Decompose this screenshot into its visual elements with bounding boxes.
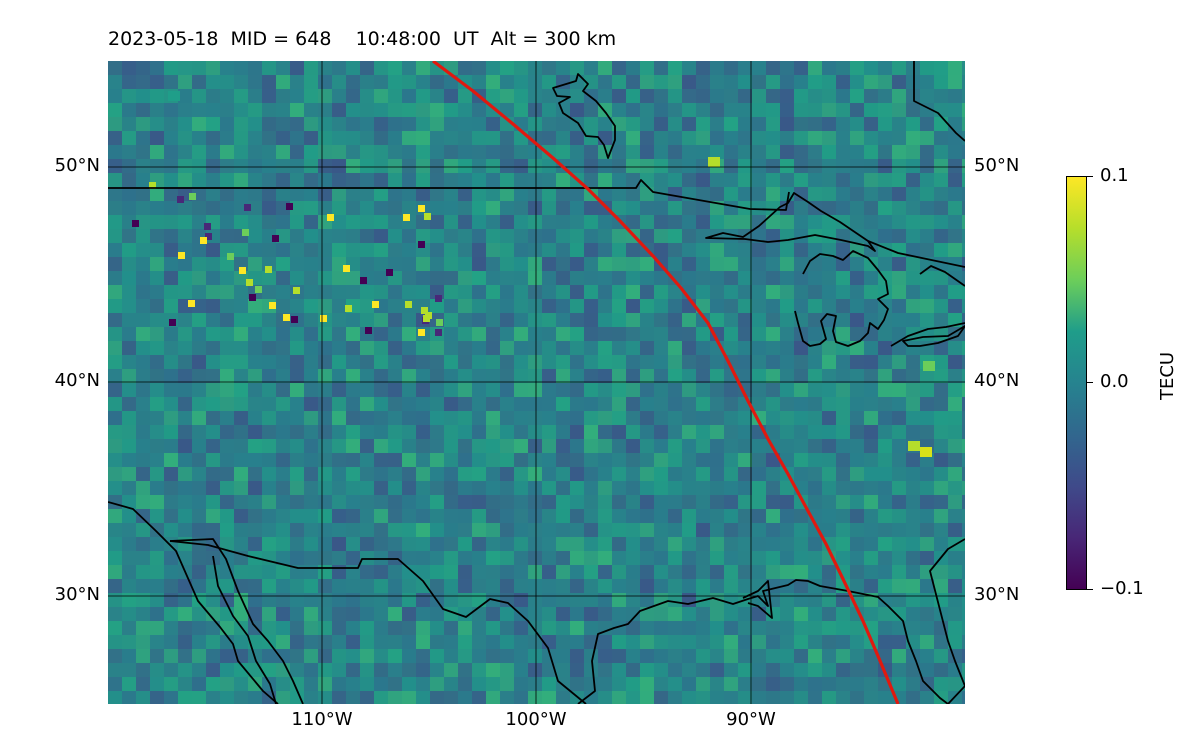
title-mid: MID = 648 <box>230 28 332 50</box>
colorbar-tick-mark-top <box>1087 176 1093 177</box>
lat-label-left-50: 50°N <box>54 155 100 176</box>
tec-map <box>108 61 965 704</box>
colorbar-tick-mark-mid <box>1087 382 1093 383</box>
lat-label-left-30: 30°N <box>54 584 100 605</box>
lake-winnipeg <box>552 73 616 159</box>
lat-label-left-40: 40°N <box>54 370 100 391</box>
lon-label-110w: 110°W <box>291 709 353 730</box>
title-time: 10:48:00 UT <box>355 28 479 50</box>
us-mexico-border <box>169 540 587 704</box>
title-alt: Alt = 300 km <box>490 28 617 50</box>
coastlines <box>108 61 965 704</box>
colorbar <box>1066 176 1087 590</box>
gridlines <box>108 61 965 704</box>
map-title: 2023-05-18 MID = 648 10:48:00 UT Alt = 3… <box>108 28 616 50</box>
title-date: 2023-05-18 <box>108 28 219 50</box>
lake-erie-shore <box>890 322 965 347</box>
gulf-coast <box>577 579 849 704</box>
gulf-of-california <box>212 555 277 704</box>
lake-superior <box>705 192 876 252</box>
tec-noise-layer <box>108 61 965 704</box>
hudson-bay-corner <box>913 61 965 142</box>
lake-michigan <box>794 250 889 347</box>
lon-label-90w: 90°W <box>726 709 776 730</box>
lake-erie <box>902 325 965 347</box>
canada-shore <box>867 240 965 268</box>
colorbar-tick-min: −0.1 <box>1100 578 1144 599</box>
lat-label-right-30: 30°N <box>974 584 1020 605</box>
lat-label-right-50: 50°N <box>974 155 1020 176</box>
terminator-line <box>432 61 900 704</box>
mississippi-delta <box>742 580 773 619</box>
florida-coast <box>847 538 965 704</box>
us-canada-border <box>108 179 790 211</box>
mexico-pacific-coast <box>108 501 279 704</box>
lon-label-100w: 100°W <box>505 709 567 730</box>
lat-label-right-40: 40°N <box>974 370 1020 391</box>
baja-california <box>169 538 304 704</box>
colorbar-label: TECU <box>1157 351 1178 400</box>
colorbar-tick-mark-bottom <box>1087 589 1093 590</box>
michigan-peninsula <box>919 265 965 287</box>
colorbar-tick-max: 0.1 <box>1100 165 1129 186</box>
colorbar-tick-zero: 0.0 <box>1100 371 1129 392</box>
